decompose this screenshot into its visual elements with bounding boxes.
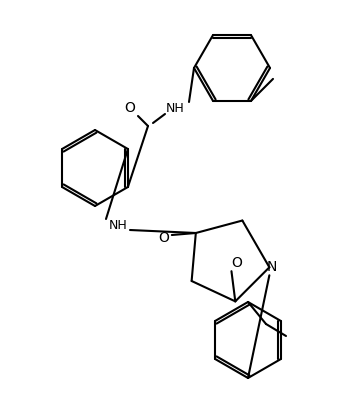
Text: NH: NH (166, 102, 185, 115)
Text: NH: NH (109, 219, 127, 232)
Text: O: O (125, 101, 135, 115)
Text: O: O (158, 231, 169, 245)
Text: O: O (231, 256, 242, 270)
Text: N: N (266, 260, 276, 274)
